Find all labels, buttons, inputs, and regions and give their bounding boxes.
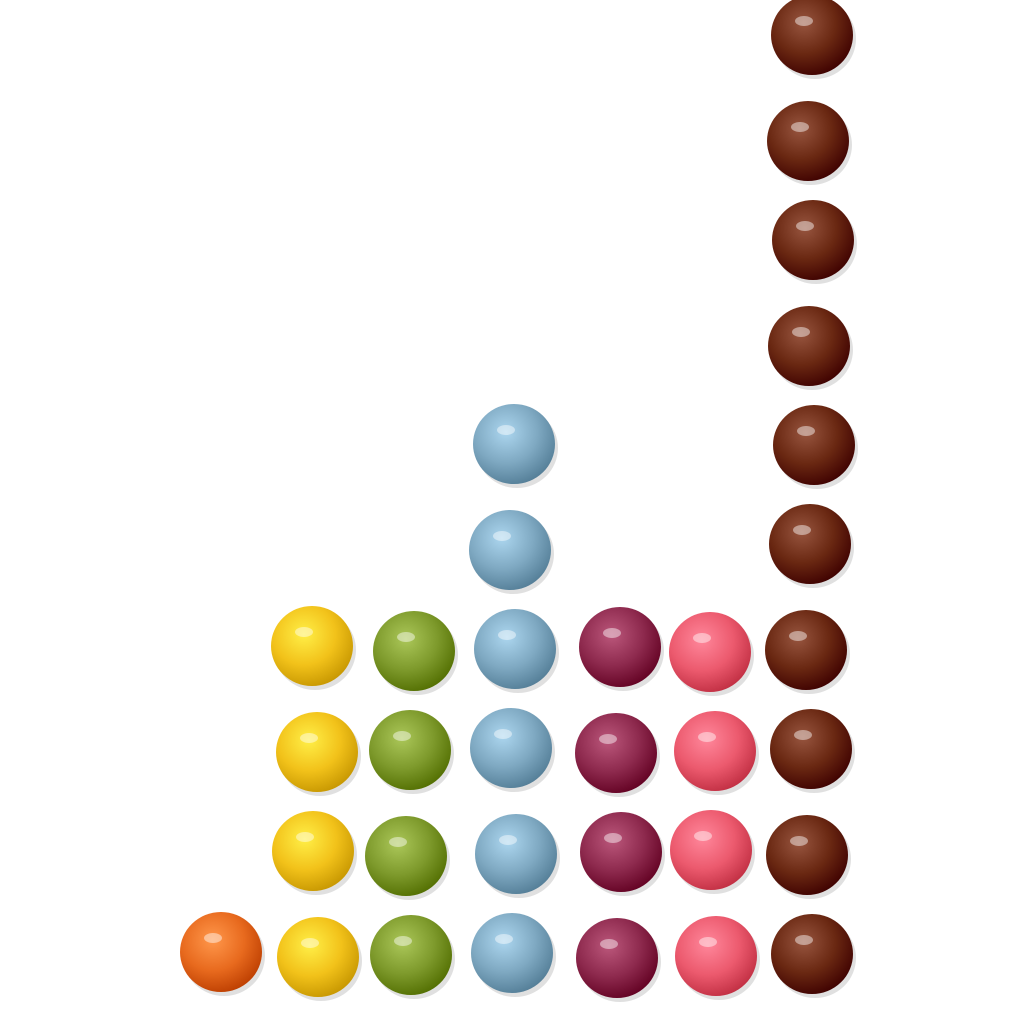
candy-brown xyxy=(771,0,856,79)
candy-brown xyxy=(773,405,858,489)
candy-brown xyxy=(767,101,852,185)
candy-pink xyxy=(670,810,755,894)
candy-green xyxy=(365,816,450,900)
candy-yellow xyxy=(277,917,362,1001)
candy-yellow xyxy=(276,712,361,796)
candy-pink xyxy=(675,916,760,1000)
candy-pink xyxy=(674,711,759,795)
candy-blue xyxy=(469,510,554,594)
candy-yellow xyxy=(272,811,357,895)
candy-green xyxy=(373,611,458,695)
candy-brown xyxy=(771,914,856,998)
candy-brown xyxy=(769,504,854,588)
candy-green xyxy=(370,915,455,999)
candy-blue xyxy=(470,708,555,792)
candy-pink xyxy=(669,612,754,696)
candy-blue xyxy=(473,404,558,488)
candy-purple xyxy=(575,713,660,797)
candy-brown xyxy=(772,200,857,284)
candy-purple xyxy=(580,812,665,896)
candy-blue xyxy=(471,913,556,997)
candy-brown xyxy=(766,815,851,899)
candy-brown xyxy=(770,709,855,793)
candy-purple xyxy=(576,918,661,1002)
candy-green xyxy=(369,710,454,794)
candy-blue xyxy=(475,814,560,898)
candy-blue xyxy=(474,609,559,693)
candy-yellow xyxy=(271,606,356,690)
candy-purple xyxy=(579,607,664,691)
candy-brown xyxy=(765,610,850,694)
candy-brown xyxy=(768,306,853,390)
candy-orange xyxy=(180,912,265,996)
